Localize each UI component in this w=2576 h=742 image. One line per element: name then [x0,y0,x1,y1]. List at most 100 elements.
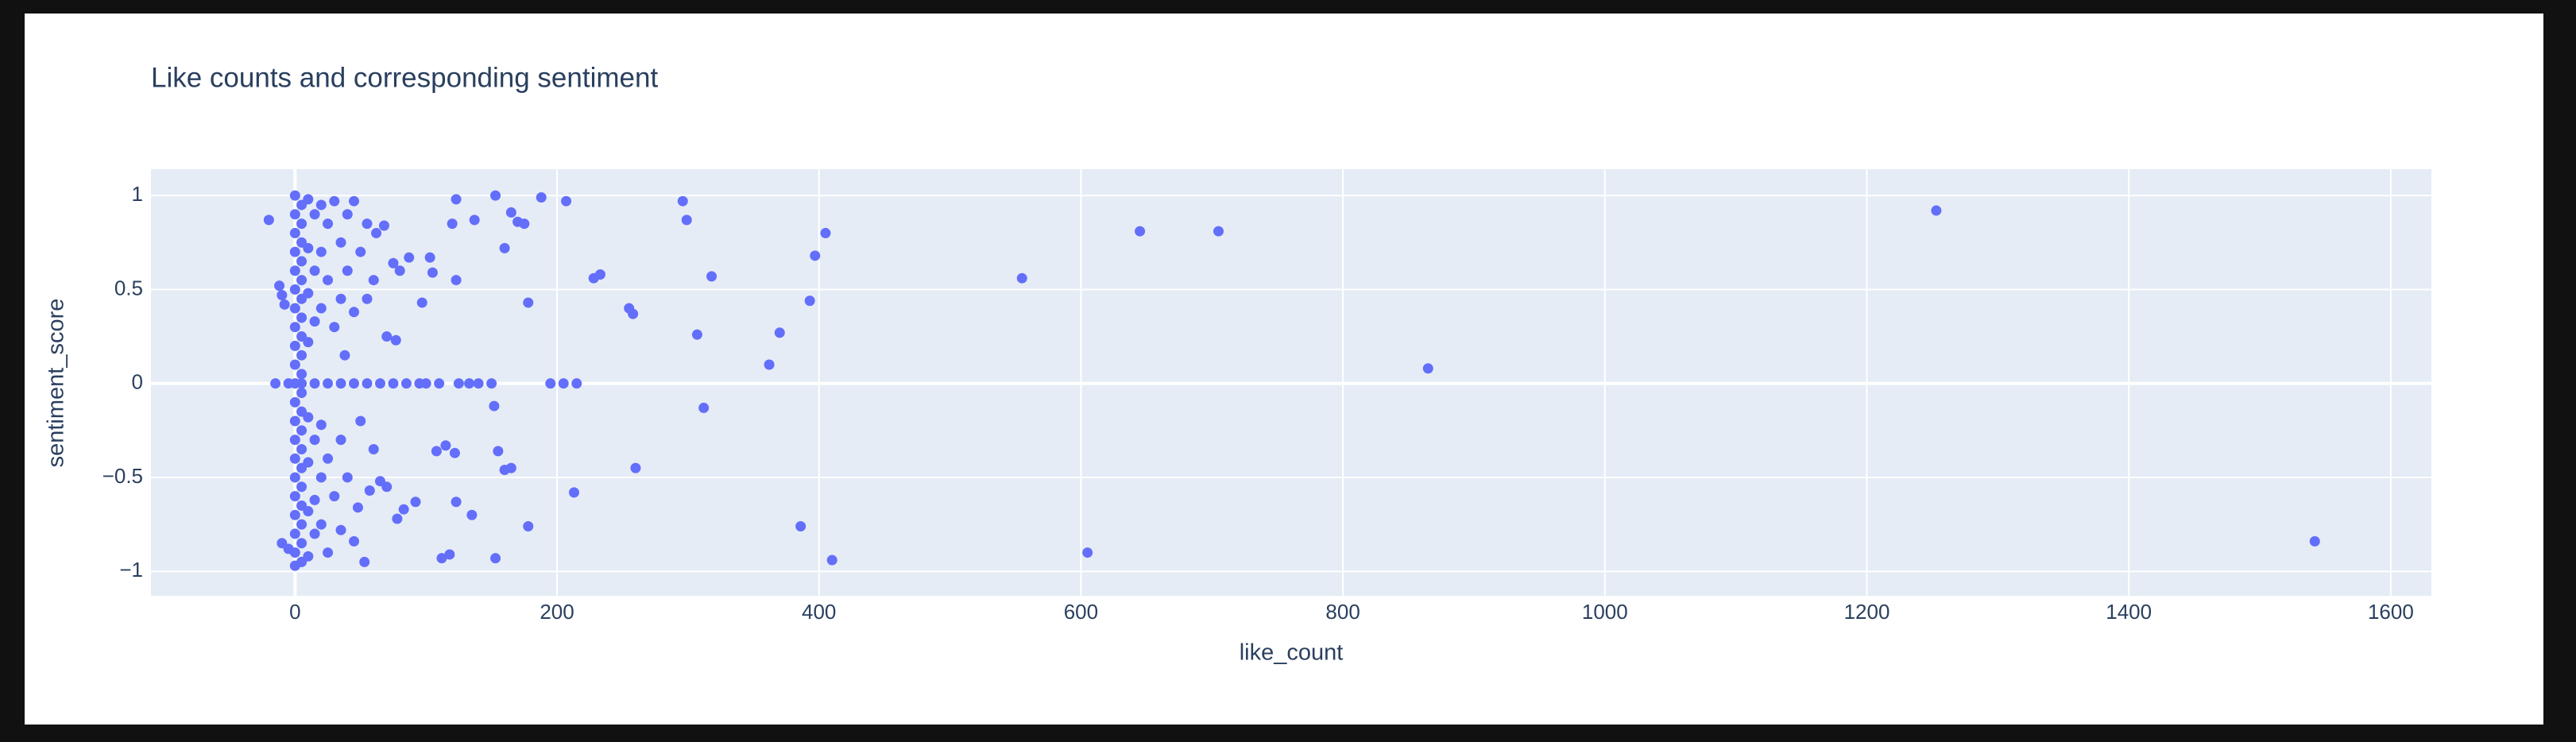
point [309,378,320,389]
point [489,400,500,412]
point [523,520,534,531]
x-tick-label: 200 [540,600,574,624]
point [368,275,379,286]
point [296,218,307,230]
point [486,378,497,389]
point [630,462,641,473]
point [289,378,300,389]
point [315,419,327,431]
point [263,214,274,226]
point [323,378,334,389]
point [323,547,334,558]
point [309,435,320,446]
point [296,481,307,493]
point [2309,535,2320,547]
point [329,322,340,333]
point [309,209,320,220]
point [374,476,385,487]
point [315,199,327,211]
point [303,242,314,253]
point [571,378,582,389]
point [1422,363,1433,374]
y-tick-label: −1 [119,558,143,582]
point [1135,226,1146,237]
point [706,271,717,282]
point [315,246,327,257]
point [303,551,314,562]
x-tick-label: 400 [802,600,836,624]
point [335,293,346,304]
point [289,453,300,464]
point [335,378,346,389]
x-axis-title: like_count [1240,640,1344,666]
point [289,265,300,276]
point [296,425,307,436]
point [820,227,831,238]
point [427,267,438,278]
point [355,415,366,427]
point [279,299,290,310]
point [289,472,300,483]
point [289,547,300,558]
point [434,378,445,389]
point [289,528,300,539]
point [335,524,346,535]
point [296,256,307,267]
point [349,378,360,389]
point [289,415,300,427]
point [804,296,815,307]
point [289,396,300,408]
point [364,485,375,497]
y-tick-label: 1 [132,182,143,206]
x-tick-label: 800 [1325,600,1360,624]
point [473,378,484,389]
point [296,538,307,549]
point [371,227,382,238]
point [359,556,370,567]
point [303,288,314,299]
y-tick-label: 0 [132,370,143,394]
x-tick-label: 1000 [1582,600,1628,624]
x-tick-label: 1600 [2368,600,2414,624]
point [677,195,688,207]
point [277,289,288,300]
point [826,555,837,566]
point [398,504,409,515]
point [309,494,320,505]
point [349,195,360,207]
point [414,378,425,389]
markers [263,190,2320,571]
point [362,378,373,389]
point [335,435,346,446]
point [289,303,300,314]
point [303,337,314,348]
point [545,378,556,389]
point [698,402,710,413]
point [342,209,353,220]
point [309,316,320,327]
point [289,227,300,238]
point [392,513,403,524]
point [810,250,821,261]
point [558,378,569,389]
point [296,275,307,286]
point [536,191,547,203]
point [355,246,366,257]
point [561,195,572,207]
point [490,190,501,201]
point [289,340,300,351]
point [436,553,447,564]
point [449,447,460,458]
point [289,209,300,220]
point [315,519,327,530]
point [335,237,346,248]
point [329,491,340,502]
point [349,535,360,547]
point [270,378,281,389]
point [378,220,389,231]
point [416,297,427,308]
x-tick-label: 600 [1064,600,1098,624]
point [588,272,599,284]
point [309,265,320,276]
point [303,506,314,517]
